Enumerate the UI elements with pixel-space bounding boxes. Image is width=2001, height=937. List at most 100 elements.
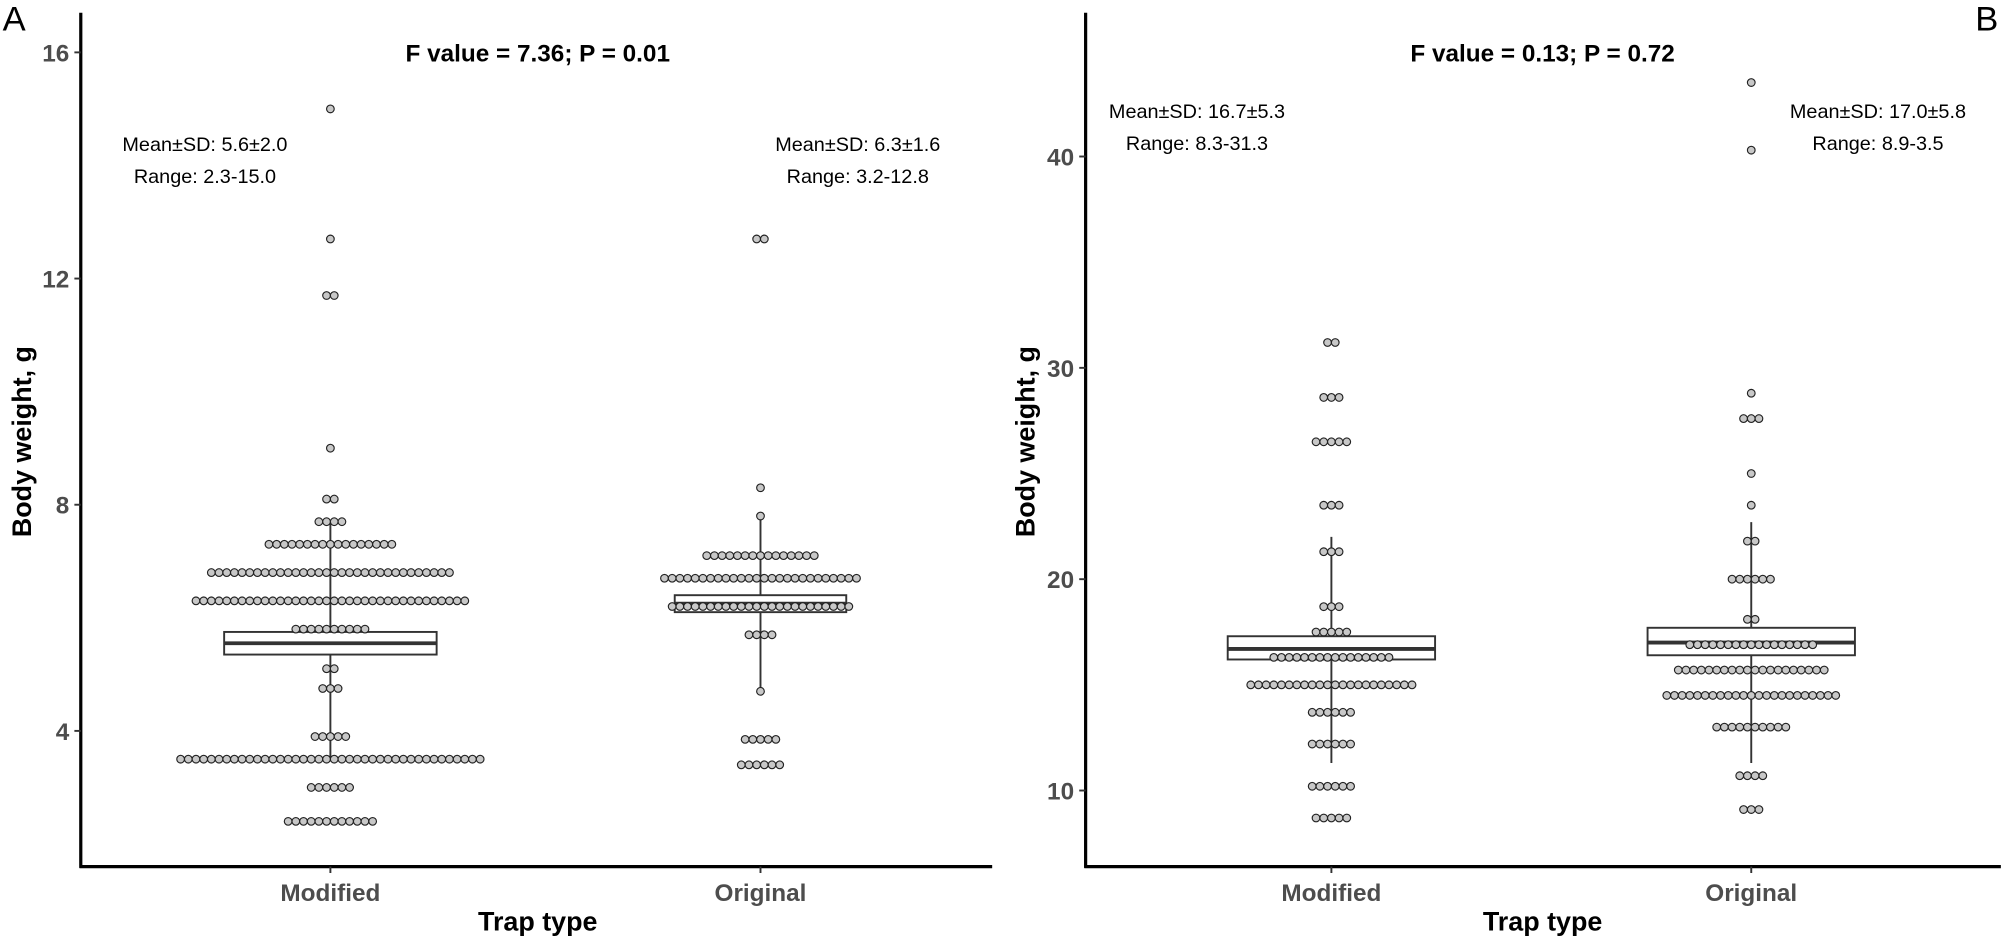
data-point [318,732,328,741]
data-point [191,754,201,764]
data-point [1326,547,1336,557]
data-point [1693,640,1702,650]
data-point [667,602,677,611]
data-point [460,596,470,606]
data-point [1766,574,1775,584]
y-tick-label: 4 [56,719,70,746]
data-point [310,539,320,549]
data-point [268,754,278,764]
data-point [214,596,224,606]
data-point [1323,680,1332,690]
data-point [813,573,823,583]
data-point [421,596,431,606]
data-point [279,539,289,549]
data-point [1762,640,1772,650]
data-point [445,568,454,577]
data-point [1739,640,1748,650]
data-point [291,816,301,826]
data-point [1769,690,1779,700]
data-point [337,754,347,764]
data-point [368,568,378,577]
x-tick-label: Original [715,880,807,907]
data-point [322,291,331,300]
data-point [325,234,335,244]
data-point [690,573,700,583]
data-point [1384,680,1394,690]
data-point [1353,652,1363,662]
data-point [260,596,270,606]
data-point [314,783,324,792]
data-point [445,596,454,606]
data-point [829,573,838,583]
data-point [709,551,719,561]
data-point [468,754,477,764]
data-point [1758,722,1768,732]
data-point [1319,547,1329,557]
data-point [276,568,285,577]
data-point [1808,640,1818,650]
data-point [1338,652,1348,662]
data-point [1269,652,1279,662]
data-point [314,754,324,764]
data-point [1758,771,1768,781]
data-point [805,573,815,583]
data-point [333,732,343,741]
data-point [756,483,765,493]
data-point [771,551,781,561]
data-point [299,596,308,606]
data-point [1334,627,1344,637]
data-point [813,602,823,611]
data-point [1762,690,1772,700]
data-point [318,539,328,549]
data-point [314,596,324,606]
data-point [675,602,685,611]
y-tick-label: 40 [1047,144,1074,171]
data-point [352,754,362,764]
data-point [360,568,370,577]
data-point [325,684,335,693]
group-annotation-range: Range: 2.3-15.0 [134,166,276,188]
data-point [748,734,758,744]
data-point [1689,665,1699,675]
data-point [283,754,293,764]
data-point [1808,690,1818,700]
data-point [318,684,328,693]
data-point [229,568,239,577]
data-point [1719,722,1729,732]
data-point [794,551,804,561]
data-point [740,734,750,744]
data-point [306,596,316,606]
data-point [299,624,308,634]
data-point [352,816,362,826]
data-point [829,602,838,611]
data-point [379,539,389,549]
data-point [1323,707,1332,717]
data-point [1708,690,1718,700]
data-point [299,816,308,826]
data-point [1315,739,1325,749]
data-point [452,754,462,764]
data-point [1754,640,1764,650]
data-point [1727,722,1737,732]
data-point [763,734,773,744]
data-point [1323,338,1332,347]
data-point [414,596,424,606]
data-point [809,551,819,561]
y-tick-label: 10 [1047,778,1074,805]
group-annotation-mean: Mean±SD: 5.6±2.0 [122,134,287,156]
data-point [1735,574,1745,584]
data-point [706,602,715,611]
data-point [445,754,454,764]
data-point [1804,665,1814,675]
data-point [836,602,846,611]
data-point [429,754,439,764]
data-point [302,539,312,549]
data-point [360,754,370,764]
data-point [1326,437,1336,447]
data-point [1781,722,1791,732]
data-point [337,816,347,826]
data-point [1307,707,1317,717]
data-point [736,573,746,583]
data-point [337,783,347,792]
data-point [322,783,331,792]
